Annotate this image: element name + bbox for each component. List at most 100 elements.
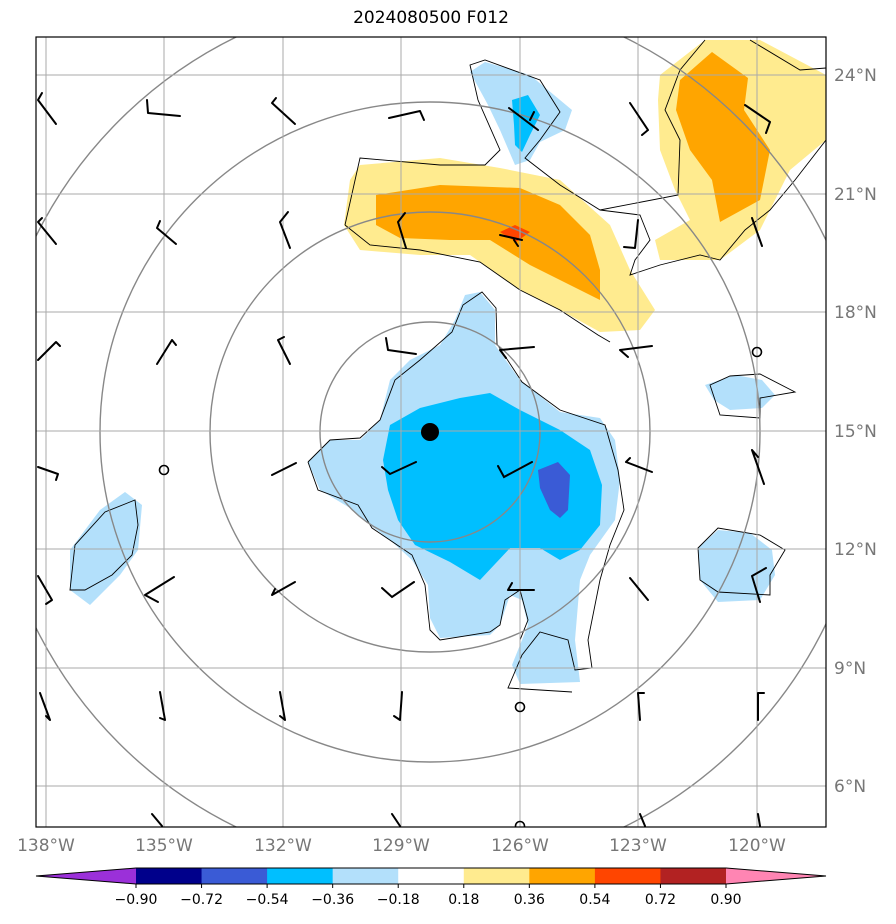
wind-barb [623,219,639,249]
wind-barb [144,576,175,603]
plot-area [36,37,826,827]
wind-barb [629,102,649,136]
colorbar-tick-label: −0.36 [311,892,354,908]
lon-label: 123°W [609,836,667,856]
wind-barb [507,582,535,591]
shade-neg-med [383,393,602,580]
wind-barbs [37,92,771,827]
colorbar: −0.90 −0.72 −0.54 −0.36 −0.18 0.18 0.36 0.54 0.7… [35,867,827,908]
wind-barb [37,341,61,361]
shade-neg-light [698,530,775,602]
wind-barb [757,813,761,827]
colorbar-tick-label: −0.72 [180,892,223,908]
wind-barb [37,575,53,605]
colorbar-bin [267,868,334,884]
wind-barb [277,336,291,365]
wind-barb [499,346,535,359]
lat-label: 9°N [834,659,866,679]
colorbar-tick-label: −0.90 [115,892,158,908]
shade-pos-med [376,185,600,300]
wind-barb [497,461,533,479]
wind-barb [625,457,653,473]
lat-label: 15°N [834,422,877,442]
shade-pos-med [676,52,770,222]
colorbar-bin [660,868,727,884]
colorbar-tick-label: −0.54 [246,892,289,908]
wind-barb [156,339,177,365]
wind-barb [629,577,649,601]
shade-pos-strong [500,225,530,242]
colorbar-bin [594,868,661,884]
lon-label: 135°W [135,836,193,856]
storm-center-marker [421,423,439,441]
wind-barb [393,691,403,721]
lat-label: 21°N [834,185,877,205]
wind-barb [508,107,539,131]
wind-barb [639,813,646,827]
colorbar-extend-max [726,868,826,884]
wind-barb [757,692,765,721]
wind-barb [156,220,177,245]
colorbar-bin [332,868,399,884]
colorbar-bin [136,868,203,884]
wind-barb [619,345,653,358]
shade-neg-med [512,95,540,152]
wind-barb [159,691,166,721]
wind-barb [271,97,296,125]
shaded-field [70,40,826,684]
wind-barb [151,813,163,827]
wind-barb [279,211,291,249]
wind-barb [37,217,57,245]
shade-neg-strong [538,462,570,518]
lon-label: 138°W [17,836,75,856]
range-rings [36,37,826,827]
lon-axis-labels: 138°W 135°W 132°W 129°W 126°W 123°W 120°… [17,836,786,856]
wind-barb [751,217,763,247]
wind-barb [381,461,417,476]
colorbar-bin [529,868,596,884]
colorbar-tick-label: 0.54 [579,892,610,908]
wind-barb [271,462,297,476]
wind-barb [37,466,59,481]
wind-barb [279,691,286,721]
colorbar-tick-label: −0.18 [377,892,420,908]
lat-label: 12°N [834,540,877,560]
colorbar-tick-label: 0.18 [448,892,479,908]
wind-barb [37,92,57,125]
wind-barb [146,99,181,117]
lon-label: 129°W [372,836,430,856]
wind-barb [381,581,415,599]
colorbar-bin [463,868,530,884]
wind-barb [751,567,767,603]
colorbar-tick-label: 0.36 [514,892,545,908]
colorbar-tick-label: 0.90 [710,892,741,908]
lat-label: 6°N [834,777,866,797]
wind-barb [39,692,51,721]
colorbar-extend-min [36,868,136,884]
colorbar-bin [201,868,268,884]
plot-frame [35,36,827,828]
wind-barb [391,813,401,827]
contour-lines [69,39,826,693]
lon-label: 132°W [254,836,312,856]
colorbar-bin [398,868,465,884]
wind-barb [385,337,417,355]
calm-wind-markers [158,346,763,827]
lon-label: 126°W [491,836,549,856]
lat-label: 18°N [834,303,877,323]
wind-barb [271,581,296,596]
wind-barb [751,449,765,485]
map-title: 2024080500 F012 [353,8,509,28]
colorbar-tick-label: 0.72 [645,892,676,908]
graticule [36,37,826,827]
lon-label: 120°W [728,836,786,856]
wind-barb [397,212,407,249]
lat-axis-labels: 24°N 21°N 18°N 15°N 12°N 9°N 6°N [834,66,877,797]
wind-barb [744,104,771,134]
wind-barb [637,692,645,721]
wind-barb [388,110,425,121]
wind-barb [499,234,523,247]
shade-neg-light [705,375,775,410]
lat-label: 24°N [834,66,877,86]
